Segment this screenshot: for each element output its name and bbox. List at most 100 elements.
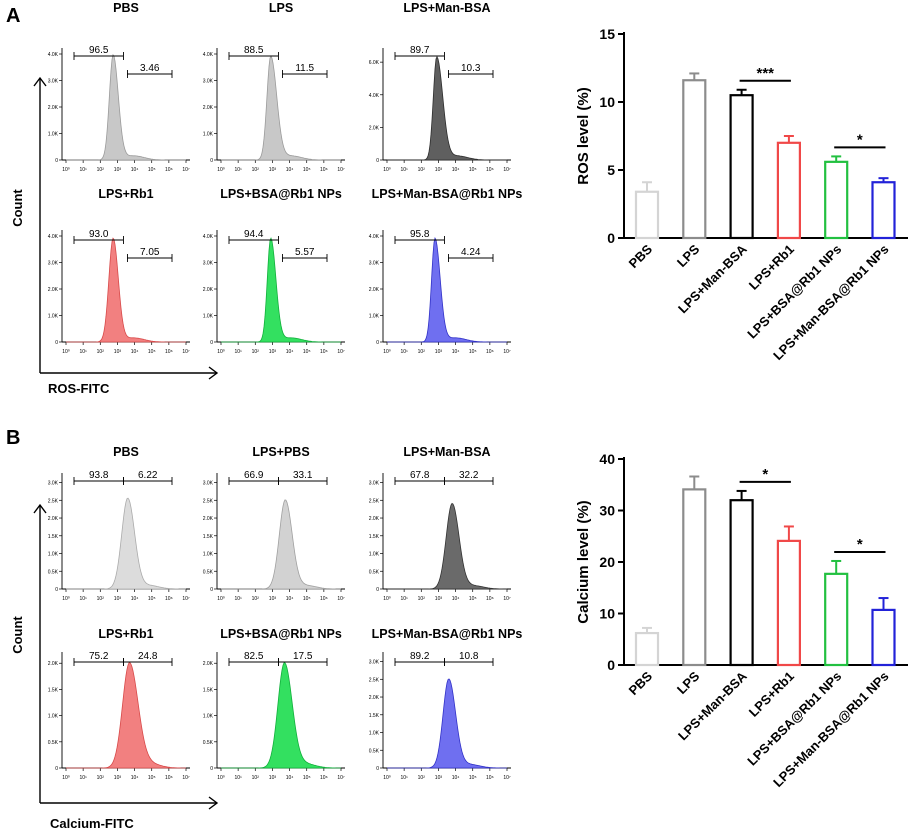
x-tick-label: 10⁶: [320, 596, 328, 602]
bar: [776, 539, 802, 667]
flow-xlabel: ROS-FITC: [48, 381, 110, 396]
right-gate-percent: 24.8: [138, 651, 158, 662]
y-tick-label: 0: [55, 587, 58, 593]
histogram-peak: [221, 499, 341, 590]
bar-category-label: PBS: [626, 241, 656, 271]
bar-category-label: LPS+BSA@Rb1 NPs: [744, 669, 844, 769]
flow-xlabel: Calcium-FITC: [50, 816, 134, 831]
right-gate-percent: 11.5: [295, 63, 314, 74]
left-gate-percent: 67.8: [410, 470, 430, 481]
x-tick-label: 10⁷: [503, 167, 511, 173]
y-tick-label: 3.0K: [369, 660, 380, 666]
histogram-title: LPS+BSA@Rb1 NPs: [220, 187, 342, 201]
y-tick-label: 1.0K: [203, 132, 214, 138]
x-tick-label: 10⁵: [303, 349, 311, 355]
y-tick-label: 2.0K: [48, 105, 59, 111]
bar: [682, 79, 707, 240]
significance-marker: *: [857, 131, 863, 148]
y-tick-label: 2.0K: [203, 661, 214, 667]
bar-y-tick-label: 0: [607, 230, 615, 246]
panel-letter-b: B: [6, 427, 20, 449]
x-tick-label: 10³: [114, 775, 122, 781]
histogram-title: PBS: [113, 445, 139, 459]
y-tick-label: 4.0K: [203, 52, 214, 58]
y-tick-label: 2.0K: [203, 516, 214, 522]
x-tick-label: 10¹: [401, 775, 409, 781]
histogram-title: LPS+BSA@Rb1 NPs: [220, 627, 342, 641]
fitc-axis-arrowhead: [208, 366, 219, 380]
x-tick-label: 10⁵: [469, 349, 477, 355]
y-tick-label: 3.0K: [48, 79, 59, 85]
x-tick-label: 10⁷: [503, 596, 511, 602]
histogram-peak: [387, 55, 507, 161]
x-tick-label: 10⁶: [165, 349, 173, 355]
left-gate-percent: 93.0: [89, 229, 109, 240]
x-tick-label: 10⁰: [62, 167, 70, 173]
y-tick-label: 1.0K: [203, 714, 214, 720]
x-tick-label: 10⁵: [148, 775, 156, 781]
fitc-axis-arrowhead: [208, 796, 219, 810]
x-tick-label: 10²: [252, 775, 260, 781]
y-tick-label: 0.5K: [203, 740, 214, 746]
significance-marker: ***: [756, 65, 774, 82]
x-tick-label: 10³: [269, 775, 277, 781]
flow-histogram: LPS+Rb1 10⁰ 10¹ 10² 10³ 10⁴ 10⁵ 10⁶ 10⁷ 0 0.5K 1.0K…: [48, 627, 190, 781]
y-tick-label: 3.0K: [203, 79, 214, 85]
y-tick-label: 0.5K: [369, 748, 380, 754]
histogram-peak: [221, 237, 341, 343]
histogram-title: LPS+Rb1: [98, 187, 153, 201]
x-tick-label: 10⁷: [337, 596, 345, 602]
x-tick-label: 10⁰: [217, 167, 225, 173]
x-tick-label: 10³: [269, 349, 277, 355]
x-tick-label: 10⁴: [131, 596, 139, 602]
bar-category-label: LPS: [674, 668, 703, 697]
x-tick-label: 10⁰: [383, 596, 391, 602]
histogram-title: LPS: [269, 1, 293, 15]
flow-histogram: PBS 10⁰ 10¹ 10² 10³ 10⁴ 10⁵ 10⁶ 10⁷ 0 0.5K 1.0K 1.5K…: [48, 445, 190, 602]
x-tick-label: 10⁵: [303, 167, 311, 173]
x-tick-label: 10⁰: [217, 596, 225, 602]
x-tick-label: 10¹: [80, 775, 88, 781]
flow-histogram: LPS+Man-BSA@Rb1 NPs 10⁰ 10¹ 10² 10³ 10⁴ 10⁵ 10⁶…: [369, 187, 523, 355]
y-tick-label: 4.0K: [48, 52, 59, 58]
bar-category-label: LPS+BSA@Rb1 NPs: [744, 242, 844, 342]
y-tick-label: 0: [376, 158, 379, 164]
y-tick-label: 2.0K: [203, 105, 214, 111]
y-tick-label: 2.5K: [369, 498, 380, 504]
right-gate-percent: 17.5: [293, 651, 313, 662]
left-gate-percent: 96.5: [89, 45, 109, 56]
bar: [729, 94, 754, 240]
right-gate-percent: 6.22: [138, 470, 158, 481]
x-tick-label: 10⁶: [165, 596, 173, 602]
bar-y-tick-label: 10: [599, 606, 615, 622]
left-gate-percent: 89.2: [410, 651, 430, 662]
x-tick-label: 10⁰: [217, 775, 225, 781]
x-tick-label: 10⁷: [337, 775, 345, 781]
y-tick-label: 1.0K: [203, 314, 214, 320]
flow-histogram: LPS+BSA@Rb1 NPs 10⁰ 10¹ 10² 10³ 10⁴ 10⁵ 10⁶ 10⁷ 0…: [203, 627, 345, 781]
x-tick-label: 10⁵: [469, 596, 477, 602]
x-tick-label: 10⁶: [320, 775, 328, 781]
x-tick-label: 10⁰: [383, 349, 391, 355]
x-tick-label: 10⁴: [131, 349, 139, 355]
bar-y-tick-label: 5: [607, 162, 615, 178]
y-tick-label: 0: [376, 766, 379, 772]
x-tick-label: 10⁴: [286, 775, 294, 781]
x-tick-label: 10¹: [235, 775, 243, 781]
bar-y-tick-label: 30: [599, 503, 615, 519]
y-tick-label: 2.0K: [48, 516, 59, 522]
right-gate-percent: 4.24: [461, 247, 481, 258]
histogram-title: LPS+Man-BSA: [403, 1, 490, 15]
x-tick-label: 10⁴: [286, 167, 294, 173]
y-tick-label: 1.0K: [203, 552, 214, 558]
bar-y-tick-label: 10: [599, 94, 615, 110]
y-tick-label: 0: [210, 766, 213, 772]
right-gate-percent: 10.8: [459, 651, 479, 662]
x-tick-label: 10²: [97, 349, 105, 355]
x-tick-label: 10²: [97, 775, 105, 781]
left-gate-percent: 95.8: [410, 229, 430, 240]
y-tick-label: 0: [376, 587, 379, 593]
y-tick-label: 1.0K: [369, 731, 380, 737]
